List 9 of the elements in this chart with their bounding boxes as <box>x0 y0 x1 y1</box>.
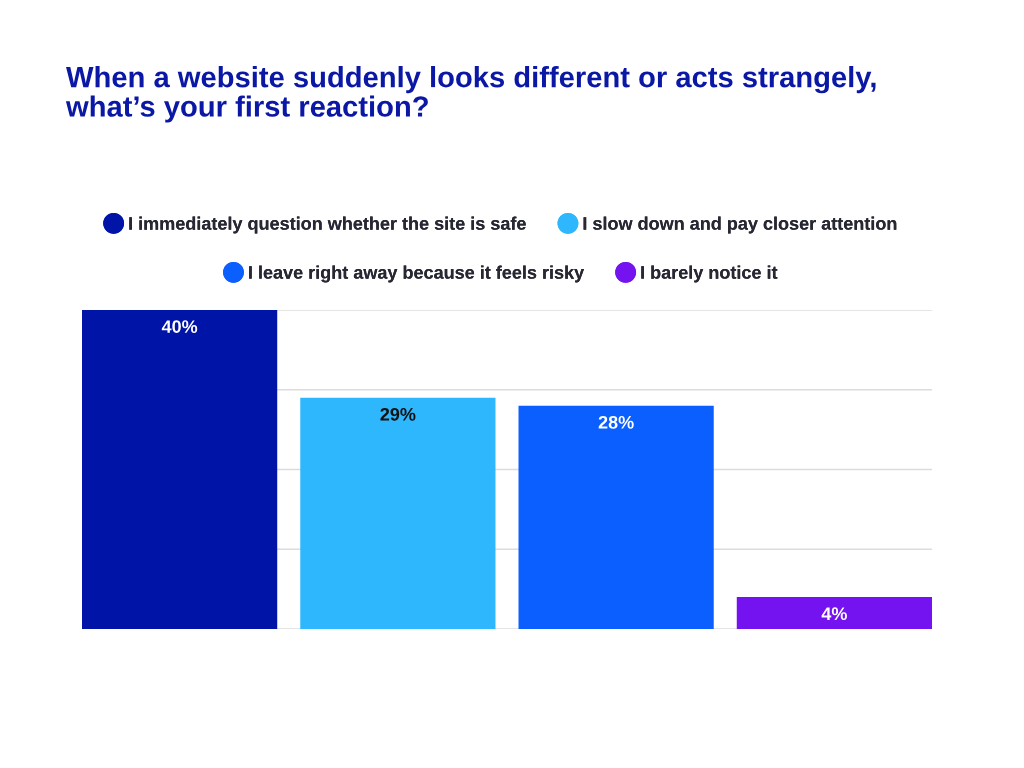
legend-label: I immediately question whether the site is safe <box>129 216 526 234</box>
data-label: 28% <box>598 415 634 429</box>
data-label: 29% <box>380 407 416 421</box>
legend-label: I leave right away because it feels risky <box>249 265 585 283</box>
legend-label: I slow down and pay closer attention <box>583 216 897 234</box>
data-label: 40% <box>161 320 198 333</box>
chart-title: When a website suddenly looks different or acts strangely, what’s your first reaction? <box>65 66 876 123</box>
data-label: 4% <box>821 607 847 621</box>
legend-label: I barely notice it <box>641 265 778 283</box>
